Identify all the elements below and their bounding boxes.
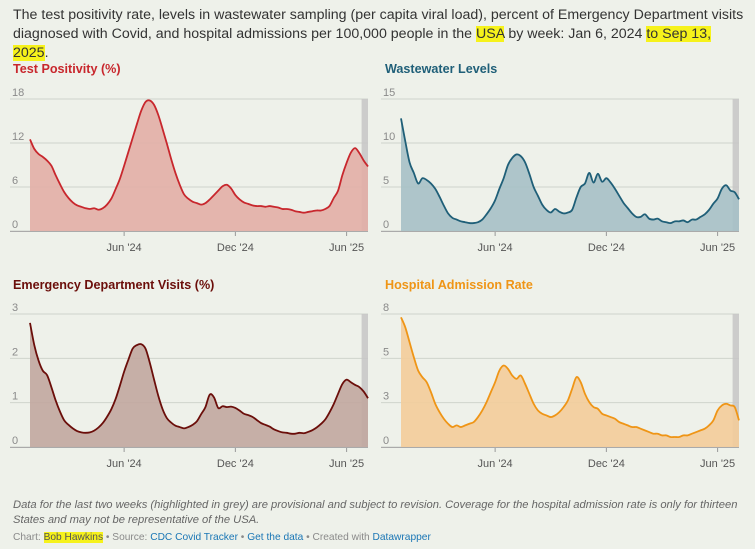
intro-text-1: The test positivity rate, levels in wast… bbox=[13, 7, 744, 42]
ed_visits-xtick-label-2: Jun '25 bbox=[329, 458, 364, 470]
hospital-title: Hospital Admission Rate bbox=[385, 278, 533, 292]
chart-intro: The test positivity rate, levels in wast… bbox=[13, 6, 748, 63]
get-data-link[interactable]: Get the data bbox=[247, 532, 304, 543]
footer-author: Bob Hawkins bbox=[43, 532, 104, 543]
ed_visits-xtick-label-0: Jun '24 bbox=[107, 458, 142, 470]
wastewater-xtick-label-2: Jun '25 bbox=[700, 242, 735, 254]
ed_visits-line bbox=[29, 322, 369, 435]
wastewater-ytick-label-0: 0 bbox=[383, 219, 389, 231]
hospital-ytick-label-3: 8 bbox=[383, 302, 389, 314]
wastewater-xtick-label-1: Dec '24 bbox=[588, 242, 625, 254]
wastewater-ytick-label-2: 10 bbox=[383, 131, 395, 143]
ed_visits-ytick-label-3: 3 bbox=[12, 302, 18, 314]
test_positivity-xtick-label-2: Jun '25 bbox=[329, 242, 364, 254]
test_positivity-area bbox=[30, 100, 368, 231]
intro-country: USA bbox=[475, 26, 505, 42]
wastewater-line bbox=[400, 118, 740, 225]
ed_visits-area bbox=[30, 322, 368, 447]
test_positivity-ytick-label-0: 0 bbox=[12, 219, 18, 231]
chart-footer: Chart: Bob Hawkins • Source: CDC Covid T… bbox=[13, 532, 431, 543]
chart-note: Data for the last two weeks (highlighted… bbox=[13, 499, 738, 526]
hospital-provisional-band bbox=[732, 314, 739, 447]
footer-created: • Created with bbox=[303, 532, 373, 543]
intro-text-2: by week: Jan 6, 2024 bbox=[504, 26, 647, 42]
ed_visits-ytick-label-0: 0 bbox=[12, 435, 18, 447]
test_positivity-ytick-label-2: 12 bbox=[12, 131, 24, 143]
wastewater-xtick-label-0: Jun '24 bbox=[478, 242, 513, 254]
ed_visits-xtick-label-1: Dec '24 bbox=[217, 458, 254, 470]
hospital-line bbox=[400, 316, 740, 439]
wastewater-area bbox=[401, 118, 739, 231]
hospital-ytick-label-0: 0 bbox=[383, 435, 389, 447]
hospital-xtick-label-2: Jun '25 bbox=[700, 458, 735, 470]
ed_visits-provisional-band bbox=[361, 314, 368, 447]
footer-sep: • bbox=[237, 532, 248, 543]
wastewater-ytick-label-3: 15 bbox=[383, 87, 395, 99]
source-link[interactable]: CDC Covid Tracker bbox=[150, 532, 238, 543]
footer-source-sep: • Source: bbox=[103, 532, 151, 543]
hospital-ytick-label-2: 5 bbox=[383, 346, 389, 358]
wastewater-provisional-band bbox=[732, 99, 739, 231]
test_positivity-ytick-label-1: 6 bbox=[12, 175, 18, 187]
test-positivity-title: Test Positivity (%) bbox=[13, 62, 121, 76]
ed-visits-title: Emergency Department Visits (%) bbox=[13, 278, 215, 292]
hospital-ytick-label-1: 3 bbox=[383, 391, 389, 403]
test_positivity-line bbox=[29, 99, 369, 214]
intro-text-3: . bbox=[44, 45, 49, 61]
hospital-xtick-label-0: Jun '24 bbox=[478, 458, 513, 470]
footer-chart-label: Chart: bbox=[13, 532, 44, 543]
test_positivity-xtick-label-0: Jun '24 bbox=[107, 242, 142, 254]
datawrapper-link[interactable]: Datawrapper bbox=[372, 532, 431, 543]
wastewater-title: Wastewater Levels bbox=[385, 62, 498, 76]
test_positivity-ytick-label-3: 18 bbox=[12, 87, 24, 99]
ed_visits-ytick-label-2: 2 bbox=[12, 346, 18, 358]
wastewater-ytick-label-1: 5 bbox=[383, 175, 389, 187]
test_positivity-xtick-label-1: Dec '24 bbox=[217, 242, 254, 254]
ed_visits-ytick-label-1: 1 bbox=[12, 391, 18, 403]
hospital-xtick-label-1: Dec '24 bbox=[588, 458, 625, 470]
hospital-area bbox=[401, 317, 739, 447]
